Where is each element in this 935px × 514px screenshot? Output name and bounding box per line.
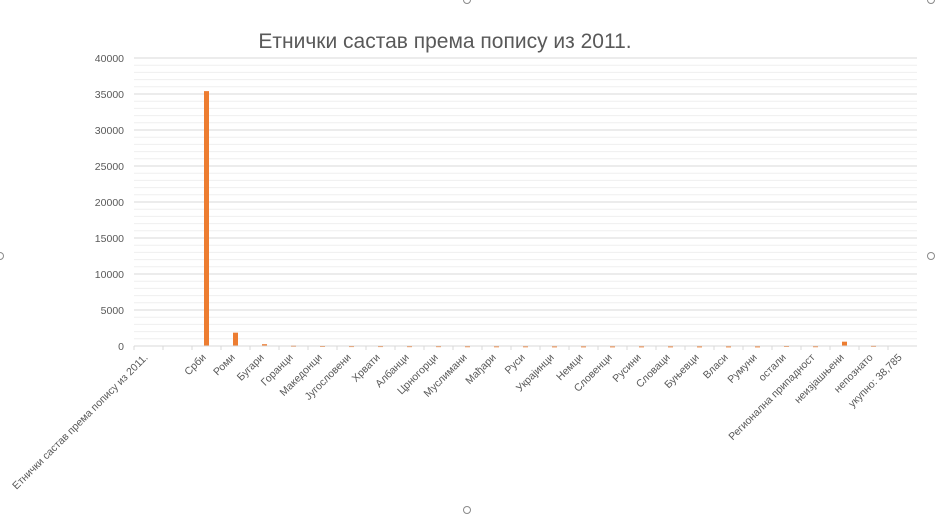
x-tick-label: Роми (211, 352, 238, 379)
bar (262, 344, 267, 346)
bar (668, 345, 673, 348)
x-tick-label: Руси (503, 352, 528, 377)
bar (494, 345, 499, 348)
chart-title: Етнички састав према попису из 2011. (258, 30, 631, 53)
y-tick-label: 10000 (95, 269, 124, 281)
bar (233, 332, 238, 346)
bar (581, 345, 586, 348)
y-axis: 0 5000 10000 15000 20000 25000 30000 35000 40000 (95, 53, 124, 353)
y-tick-label: 0 (118, 341, 124, 353)
gridlines (134, 57, 917, 340)
y-tick-label: 5000 (101, 305, 125, 317)
x-tick-label: Срби (182, 352, 208, 378)
bar (726, 345, 731, 348)
x-axis: Етнички састав према попису из 2011. Срби… (10, 346, 905, 492)
bar (552, 345, 557, 348)
bar (697, 345, 702, 348)
y-tick-label: 15000 (95, 233, 124, 245)
bar (639, 345, 644, 348)
x-tick-label: Етнички састав према попису из 2011. (10, 352, 150, 492)
y-tick-label: 20000 (95, 197, 124, 209)
y-tick-label: 35000 (95, 89, 124, 101)
bar (523, 345, 528, 348)
x-tick-label: Мађари (463, 352, 499, 388)
y-tick-label: 40000 (95, 53, 124, 65)
x-tick-label: Румуни (725, 352, 759, 386)
y-tick-label: 25000 (95, 161, 124, 173)
bar (755, 345, 760, 348)
bar (204, 91, 209, 347)
y-tick-label: 30000 (95, 125, 124, 137)
x-tick-label: укупно: 38,785 (846, 352, 904, 410)
bar (842, 341, 847, 346)
bar (610, 345, 615, 348)
